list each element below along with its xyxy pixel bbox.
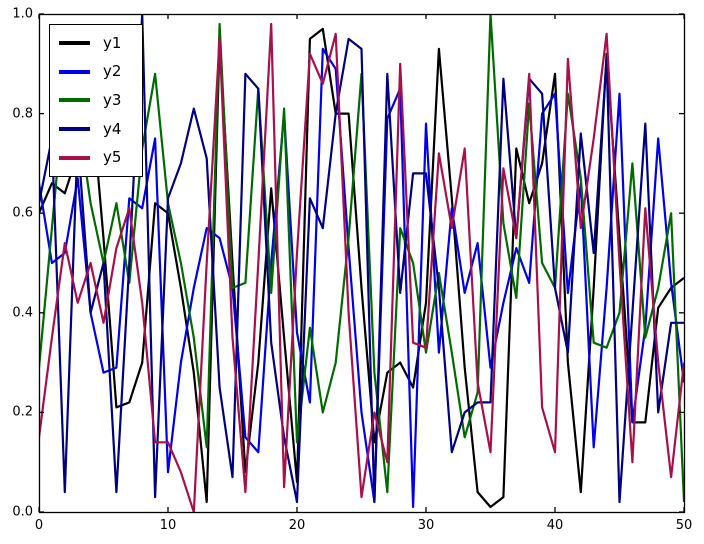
- y-tick-label: 0.2: [12, 404, 33, 420]
- x-tick-label: 0: [34, 518, 44, 533]
- legend-item-y1: y1: [59, 33, 142, 52]
- axes-frame: [38, 13, 686, 514]
- x-tick-label: 40: [546, 518, 564, 533]
- y-tick-label: 0.0: [12, 504, 33, 520]
- x-tick-label: 20: [288, 518, 306, 533]
- legend-item-y3: y3: [59, 90, 142, 109]
- legend-label-y4: y4: [103, 119, 122, 138]
- series-line-y1: [39, 27, 684, 509]
- x-tick-label: 30: [417, 518, 435, 533]
- legend-swatch-y4: [59, 127, 90, 132]
- y-tick-label: 0.8: [12, 106, 33, 122]
- x-tick-label: 10: [159, 518, 177, 533]
- legend-label-y1: y1: [103, 33, 122, 52]
- y-tick-label: 0.6: [12, 205, 33, 221]
- series-line-y4: [39, 14, 684, 504]
- legend-swatch-y2: [59, 69, 90, 74]
- x-tick-label: 50: [675, 518, 693, 533]
- series-line-y5: [39, 22, 684, 512]
- legend-item-y2: y2: [59, 64, 142, 79]
- y-tick-label: 1.0: [12, 6, 33, 22]
- legend-label-y2: y2: [103, 62, 122, 81]
- legend: y1 y2 y3 y4 y5: [49, 24, 143, 177]
- legend-label-y3: y3: [103, 90, 122, 109]
- legend-swatch-y5: [59, 155, 90, 160]
- legend-swatch-y1: [59, 41, 90, 46]
- y-tick-label: 0.4: [12, 305, 33, 321]
- legend-label-y5: y5: [103, 148, 122, 167]
- legend-swatch-y3: [59, 98, 90, 103]
- legend-item-y5: y5: [59, 150, 142, 165]
- legend-item-y4: y4: [59, 119, 142, 138]
